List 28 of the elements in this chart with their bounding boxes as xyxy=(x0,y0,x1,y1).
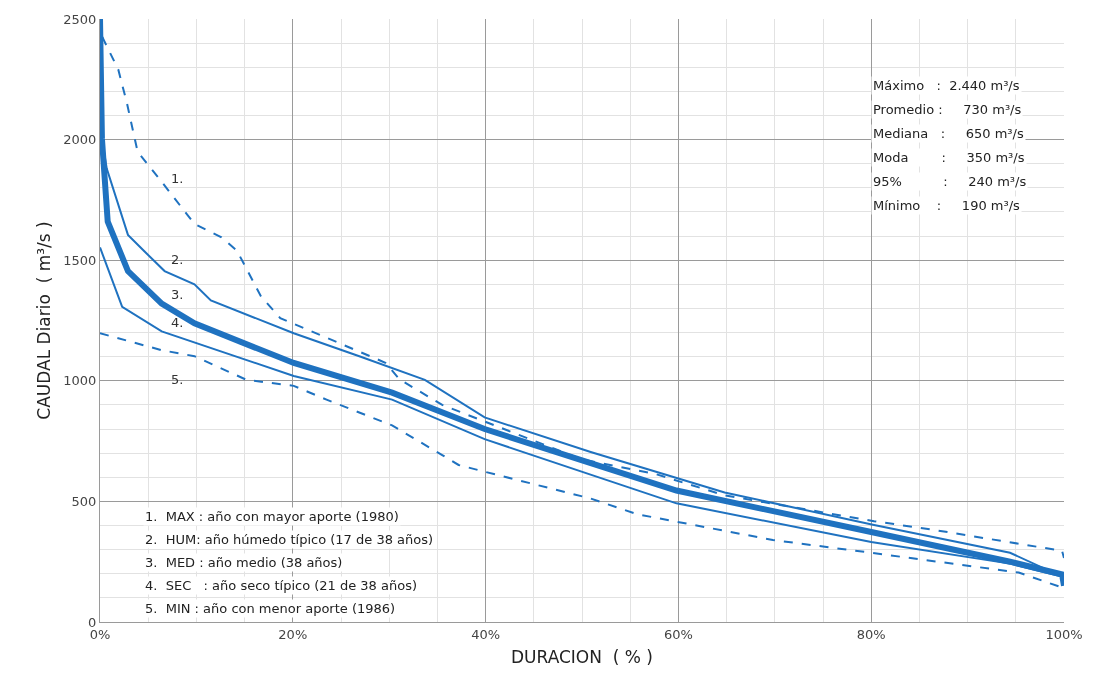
x-tick-label: 20% xyxy=(278,626,308,642)
series-label: 1. xyxy=(171,171,184,186)
annotation: 1. MAX : año con mayor aporte (1980) xyxy=(145,509,399,524)
series-label: 5. xyxy=(171,372,184,387)
annotation: 3. MED : año medio (38 años) xyxy=(145,555,343,570)
y-tick-label: 500 xyxy=(71,493,97,509)
x-tick-label: 80% xyxy=(856,626,886,642)
annotation: Mediana : 650 m³/s xyxy=(873,126,1024,141)
annotation: Moda : 350 m³/s xyxy=(873,150,1025,165)
y-tick-label: 1000 xyxy=(63,373,97,389)
series-label: 3. xyxy=(171,287,184,302)
y-tick-label: 1500 xyxy=(63,252,97,268)
series-label: 2. xyxy=(171,252,184,267)
x-tick-label: 40% xyxy=(471,626,501,642)
annotation: Mínimo : 190 m³/s xyxy=(873,198,1021,213)
x-tick-label: 60% xyxy=(663,626,693,642)
series-label: 4. xyxy=(171,315,184,330)
y-axis-title: CAUDAL Diario ( m³/s ) xyxy=(33,221,54,420)
y-tick-label: 2000 xyxy=(63,132,97,148)
x-axis-title: DURACION ( % ) xyxy=(510,647,654,667)
x-tick-label: 100% xyxy=(1045,626,1083,642)
annotation: Promedio : 730 m³/s xyxy=(873,102,1022,117)
annotation: 5. MIN : año con menor aporte (1986) xyxy=(145,601,396,616)
annotation: Máximo : 2.440 m³/s xyxy=(873,78,1020,93)
annotation: 4. SEC : año seco típico (21 de 38 años) xyxy=(145,578,418,593)
annotation: 95% : 240 m³/s xyxy=(873,174,1027,189)
y-tick-label: 2500 xyxy=(63,11,97,27)
annotation: 2. HUM: año húmedo típico (17 de 38 años) xyxy=(145,532,434,547)
